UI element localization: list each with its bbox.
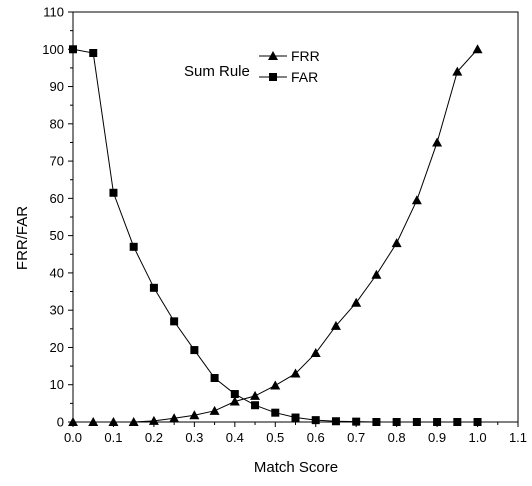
data-point-frr xyxy=(189,410,200,420)
data-point-frr xyxy=(310,348,321,358)
data-point-far xyxy=(129,242,138,251)
x-tick-label: 0.7 xyxy=(347,430,365,445)
data-point-far xyxy=(453,418,462,426)
data-point-frr xyxy=(88,417,99,426)
data-point-frr xyxy=(250,390,261,400)
data-point-frr xyxy=(209,405,220,415)
data-point-far xyxy=(311,416,320,425)
y-tick-label: 100 xyxy=(42,42,64,57)
x-tick-label: 0.5 xyxy=(266,430,284,445)
data-point-far xyxy=(69,45,77,54)
legend-label-frr: FRR xyxy=(291,48,320,64)
data-point-far xyxy=(433,418,442,426)
y-tick-label: 20 xyxy=(50,340,64,355)
data-point-far xyxy=(352,417,361,426)
y-tick-label: 80 xyxy=(50,116,64,131)
data-point-frr xyxy=(128,417,139,426)
y-tick-label: 90 xyxy=(50,79,64,94)
data-point-frr xyxy=(411,195,422,205)
legend-marker-far xyxy=(269,73,277,81)
data-point-far xyxy=(190,346,199,355)
data-point-far xyxy=(251,401,260,410)
data-point-far xyxy=(210,374,219,383)
data-point-frr xyxy=(290,368,301,378)
data-point-frr xyxy=(432,137,443,147)
data-point-frr xyxy=(169,413,180,423)
x-tick-label: 0.8 xyxy=(388,430,406,445)
data-point-far xyxy=(149,283,158,292)
x-tick-label: 0.9 xyxy=(428,430,446,445)
axes: 0.0 0.1 0.2 0.3 0.4 0.5 0.6 0.7 0.8 0.9 1.0 1.1 0 10 2… xyxy=(42,5,527,446)
chart-title: Sum Rule xyxy=(184,63,250,80)
data-point-far xyxy=(331,417,340,426)
x-tick-label: 0.0 xyxy=(64,430,82,445)
y-tick-label: 50 xyxy=(50,228,64,243)
data-point-frr xyxy=(148,415,159,425)
y-tick-label: 40 xyxy=(50,265,64,280)
data-point-far xyxy=(372,418,381,426)
y-tick-label: 70 xyxy=(50,154,64,169)
data-point-far xyxy=(412,418,421,426)
data-point-frr xyxy=(229,396,240,406)
y-tick-label: 30 xyxy=(50,303,64,318)
x-tick-label: 1.1 xyxy=(509,430,527,445)
data-point-frr xyxy=(351,297,362,307)
series-line-far xyxy=(72,48,478,423)
data-point-frr xyxy=(371,269,382,279)
legend: Sum Rule FRR FAR xyxy=(184,48,320,85)
data-point-frr xyxy=(68,417,78,426)
data-point-far xyxy=(89,49,98,57)
data-point-frr xyxy=(452,66,463,76)
legend-label-far: FAR xyxy=(291,69,318,85)
y-tick-label: 110 xyxy=(43,5,64,20)
legend-marker-frr xyxy=(268,51,278,60)
x-tick-label: 0.2 xyxy=(145,430,163,445)
x-axis-title: Match Score xyxy=(254,459,338,476)
data-point-far xyxy=(473,418,482,426)
x-tick-label: 0.1 xyxy=(104,430,122,445)
y-tick-label: 0 xyxy=(57,415,64,430)
y-tick-label: 60 xyxy=(50,191,64,206)
data-point-frr xyxy=(330,320,341,330)
x-tick-label: 0.3 xyxy=(185,430,203,445)
data-point-far xyxy=(170,317,179,326)
series-far xyxy=(69,45,482,426)
data-point-far xyxy=(291,413,300,422)
data-point-far xyxy=(230,390,239,399)
data-point-frr xyxy=(270,380,281,390)
x-tick-label: 1.0 xyxy=(469,430,487,445)
series-layer xyxy=(68,44,483,426)
x-tick-label: 0.6 xyxy=(307,430,325,445)
data-point-frr xyxy=(472,44,483,54)
series-line-frr xyxy=(73,48,478,423)
series-frr xyxy=(68,44,483,426)
y-axis-title: FRR/FAR xyxy=(14,206,31,270)
data-point-far xyxy=(392,418,401,426)
y-tick-label: 10 xyxy=(50,377,64,392)
data-point-far xyxy=(109,188,118,197)
x-tick-label: 0.4 xyxy=(226,430,244,445)
data-point-frr xyxy=(108,417,119,426)
data-point-frr xyxy=(391,238,402,248)
data-point-far xyxy=(271,408,280,417)
